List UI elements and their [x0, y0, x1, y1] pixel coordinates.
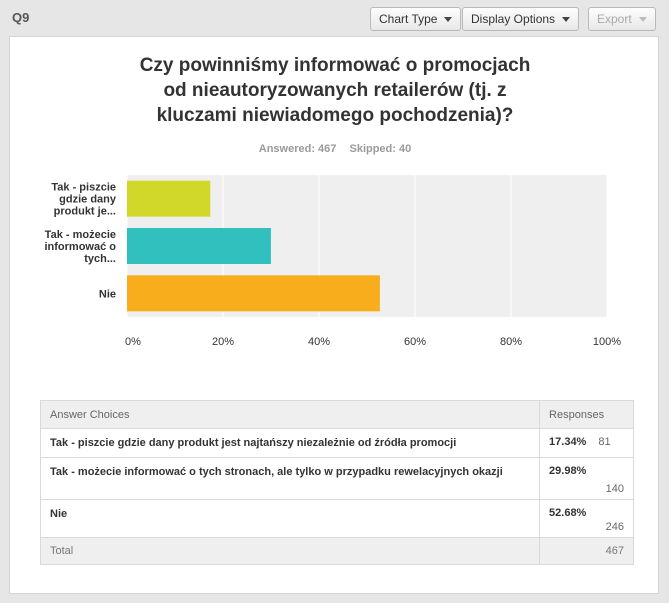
question-title-line: kluczami niewiadomego pochodzenia)?	[156, 105, 514, 126]
question-title-line: Czy powinniśmy informować o promocjach	[139, 55, 531, 76]
y-category-label: Nie	[99, 288, 116, 300]
chevron-down-icon	[638, 16, 647, 22]
x-tick-label: 80%	[500, 336, 522, 348]
chevron-down-icon	[562, 16, 571, 22]
skipped-count: Skipped: 40	[349, 143, 412, 155]
toolbar: Q9 Chart Type Display Options Export	[0, 0, 669, 36]
x-tick-label: 0%	[125, 336, 141, 348]
header-responses: Responses	[539, 400, 634, 429]
answer-choice: Nie	[39, 499, 541, 538]
x-tick-label: 40%	[308, 336, 330, 348]
response-cell: 17.34% 81	[539, 428, 634, 458]
chevron-down-icon	[444, 16, 453, 22]
response-count: 246	[605, 521, 624, 533]
y-category-label: produkt je...	[54, 206, 116, 218]
table-row: Tak - możecie informować o tych stronach…	[39, 457, 634, 500]
response-percent: 52.68%	[549, 507, 587, 519]
x-tick-label: 20%	[212, 336, 234, 348]
chart-type-button[interactable]: Chart Type	[370, 7, 462, 31]
bar	[127, 275, 380, 312]
question-number: Q9	[12, 10, 30, 25]
y-category-label: Tak - możecie	[45, 229, 116, 241]
answer-choice: Tak - piszcie gdzie dany produkt jest na…	[39, 428, 541, 458]
response-percent: 29.98%	[549, 465, 587, 477]
response-stats: Answered: 467 Skipped: 40	[10, 143, 660, 155]
response-cell: 52.68% 246	[539, 499, 634, 538]
y-category-label: Tak - piszcie	[51, 182, 116, 194]
response-cell: 29.98% 140	[539, 457, 634, 500]
bar	[127, 228, 271, 264]
table-total-row: Total 467	[39, 537, 634, 565]
response-percent: 17.34%	[549, 436, 587, 448]
question-title-line: od nieautoryzowanych retailerów (tj. z	[163, 80, 507, 101]
x-tick-label: 100%	[593, 336, 621, 348]
display-options-button[interactable]: Display Options	[462, 7, 580, 31]
export-button[interactable]: Export	[588, 7, 656, 31]
answered-count: Answered: 467	[258, 143, 337, 155]
total-value: 467	[539, 537, 634, 565]
total-label: Total	[39, 537, 541, 565]
bar	[127, 180, 211, 217]
table-row: Tak - piszcie gdzie dany produkt jest na…	[39, 428, 634, 458]
y-category-label: gdzie dany	[59, 194, 117, 206]
question-title: Czy powinniśmy informować o promocjach o…	[10, 53, 660, 128]
question-card: Czy powinniśmy informować o promocjach o…	[9, 36, 659, 594]
bar-chart: 0% 20% 40% 60% 80% 100% Tak - piszcie gdzie dan…	[10, 167, 660, 357]
chart-type-label: Chart Type	[379, 12, 438, 26]
x-tick-label: 60%	[404, 336, 426, 348]
y-category-label: informować o	[44, 241, 116, 253]
header-answer-choices: Answer Choices	[39, 400, 541, 429]
response-count: 81	[598, 436, 611, 448]
table-row: Nie 52.68% 246	[39, 499, 634, 538]
answer-table: Answer Choices Responses Tak - piszcie g…	[39, 400, 634, 565]
export-label: Export	[597, 12, 632, 26]
y-category-label: tych...	[84, 253, 116, 265]
table-header-row: Answer Choices Responses	[39, 400, 634, 429]
display-options-label: Display Options	[471, 12, 556, 26]
response-count: 140	[605, 483, 624, 495]
answer-choice: Tak - możecie informować o tych stronach…	[39, 457, 541, 500]
